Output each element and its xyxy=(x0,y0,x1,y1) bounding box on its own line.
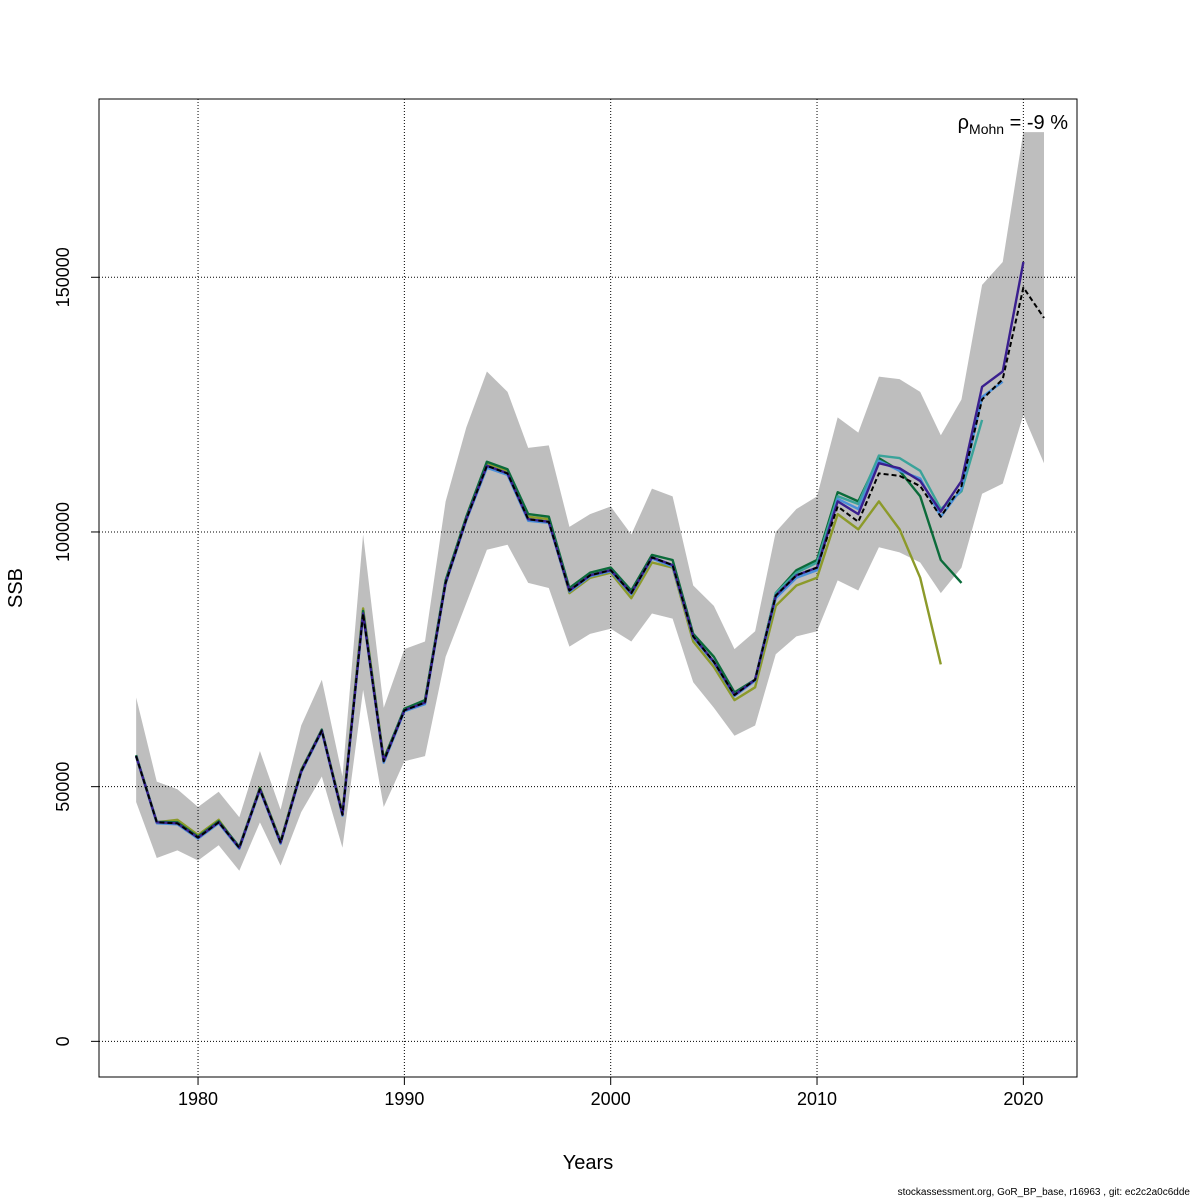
y-tick-label-0: 0 xyxy=(53,1036,73,1046)
y-axis-title: SSB xyxy=(5,568,27,608)
x-tick-label-1: 1990 xyxy=(384,1089,424,1109)
x-tick-label-3: 2010 xyxy=(797,1089,837,1109)
footer-note: stockassessment.org, GoR_BP_base, r16963… xyxy=(897,1187,1190,1198)
plot-frame xyxy=(98,98,1078,1078)
axis-layer: 1980 1990 2000 2010 2020 0 50000 100000 150000 xyxy=(53,247,1043,1109)
rho-subscript: Mohn xyxy=(969,121,1004,137)
series-layer xyxy=(134,261,1045,850)
y-tick-label-3: 150000 xyxy=(53,247,73,307)
series-line-0 xyxy=(135,286,1045,849)
grid-layer xyxy=(99,99,1077,1077)
confidence-band-layer xyxy=(136,132,1044,871)
x-tick-label-2: 2000 xyxy=(591,1089,631,1109)
confidence-band xyxy=(136,132,1044,871)
y-tick-label-2: 100000 xyxy=(53,502,73,562)
x-tick-label-0: 1980 xyxy=(178,1089,218,1109)
rho-value: = -9 % xyxy=(1004,112,1068,134)
y-tick-label-1: 50000 xyxy=(53,762,73,812)
rho-symbol: ρ xyxy=(958,112,969,134)
x-tick-label-4: 2020 xyxy=(1003,1089,1043,1109)
mohn-rho-annotation: ρMohn = -9 % xyxy=(958,112,1069,137)
x-axis-title: Years xyxy=(563,1152,613,1174)
